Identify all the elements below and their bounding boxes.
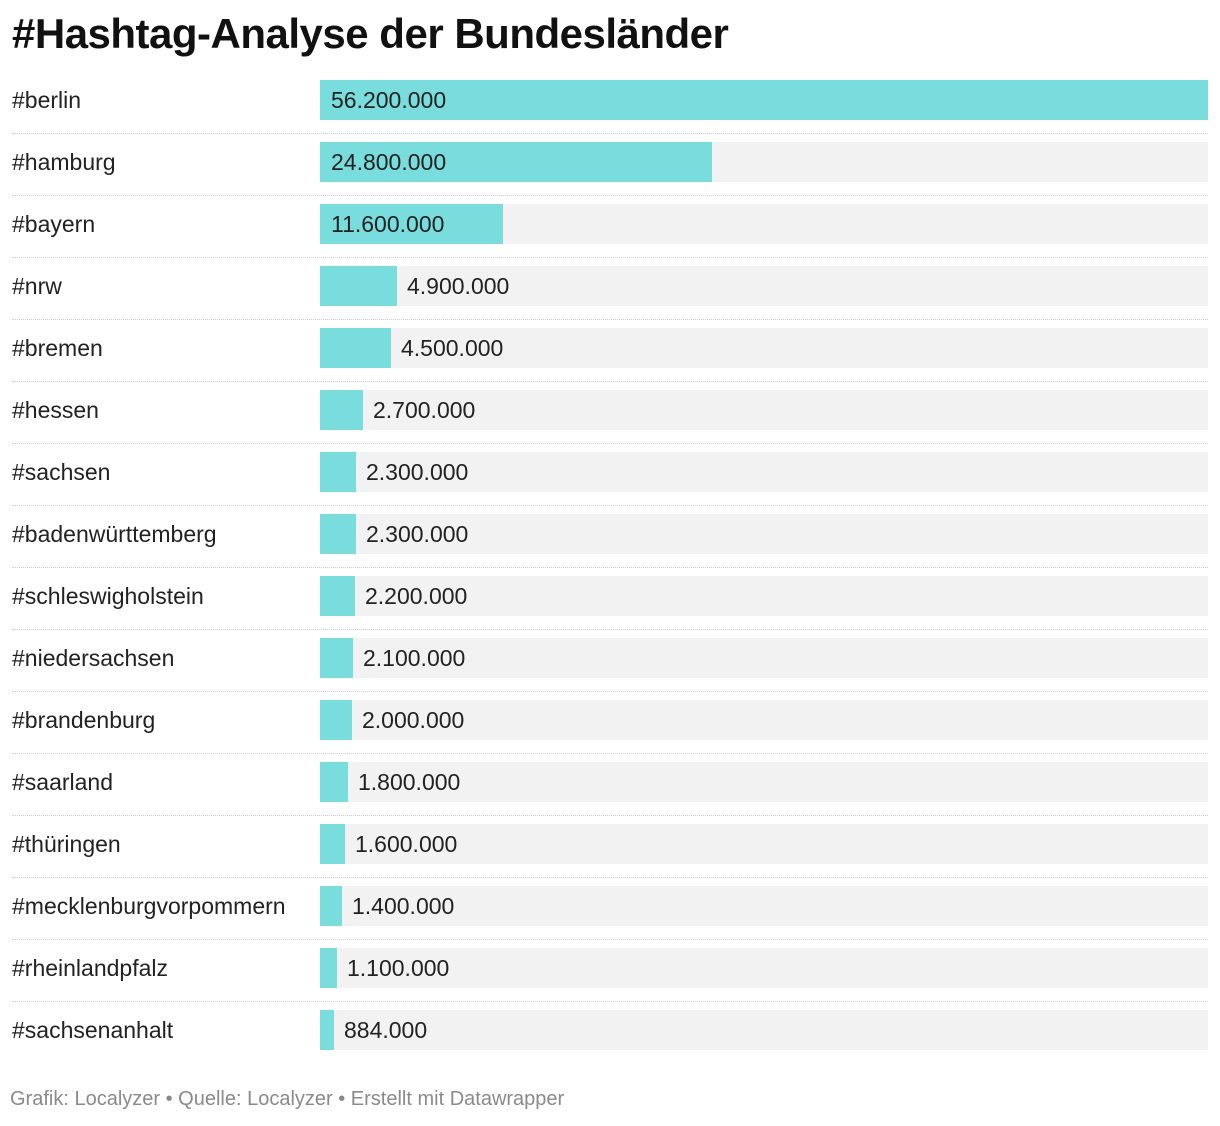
category-label: #bremen (12, 335, 103, 361)
bar-row: #badenwürttemberg 2.300.000 (12, 506, 1208, 568)
bar-row: #niedersachsen 2.100.000 (12, 630, 1208, 692)
bar (320, 1010, 334, 1050)
bar (320, 266, 397, 306)
value-label: 4.900.000 (407, 273, 510, 299)
category-label: #hamburg (12, 149, 116, 175)
category-label: #nrw (12, 273, 62, 299)
bar-track: 2.300.000 (320, 452, 1208, 492)
bar-chart: #berlin 56.200.000 #hamburg 24.800.000 #baye… (12, 72, 1208, 1064)
bar-track: 11.600.000 (320, 204, 1208, 244)
bar (320, 824, 345, 864)
category-label: #sachsenanhalt (12, 1017, 174, 1043)
category-label: #schleswigholstein (12, 583, 204, 609)
bar-row: #thüringen 1.600.000 (12, 816, 1208, 878)
bar-track: 2.200.000 (320, 576, 1208, 616)
bar-row: #berlin 56.200.000 (12, 72, 1208, 134)
bar (320, 142, 712, 182)
bar-track: 4.900.000 (320, 266, 1208, 306)
category-label: #brandenburg (12, 707, 156, 733)
bar-track: 1.800.000 (320, 762, 1208, 802)
chart-footer: Grafik: Localyzer • Quelle: Localyzer • … (10, 1088, 565, 1110)
value-label: 56.200.000 (331, 87, 447, 113)
chart-title: #Hashtag-Analyse der Bundesländer (12, 10, 729, 57)
bar (320, 576, 355, 616)
bar-track: 1.600.000 (320, 824, 1208, 864)
value-label: 2.300.000 (366, 459, 469, 485)
bar-row: #brandenburg 2.000.000 (12, 692, 1208, 754)
bar-row: #rheinlandpfalz 1.100.000 (12, 940, 1208, 1002)
bar-row: #mecklenburgvorpommern 1.400.000 (12, 878, 1208, 940)
bar (320, 762, 348, 802)
category-label: #bayern (12, 211, 96, 237)
bar-track: 1.100.000 (320, 948, 1208, 988)
bar-track: 56.200.000 (320, 80, 1208, 120)
bar-row: #bremen 4.500.000 (12, 320, 1208, 382)
bar-track: 2.300.000 (320, 514, 1208, 554)
bar (320, 328, 391, 368)
category-label: #berlin (12, 87, 82, 113)
bar (320, 390, 363, 430)
value-label: 2.000.000 (362, 707, 465, 733)
bar (320, 700, 352, 740)
bar-row: #schleswigholstein 2.200.000 (12, 568, 1208, 630)
bar-row: #bayern 11.600.000 (12, 196, 1208, 258)
bar-row: #hessen 2.700.000 (12, 382, 1208, 444)
value-label: 1.400.000 (352, 893, 455, 919)
value-label: 1.100.000 (347, 955, 450, 981)
bar-track: 2.100.000 (320, 638, 1208, 678)
bar-track: 2.000.000 (320, 700, 1208, 740)
category-label: #rheinlandpfalz (12, 955, 169, 981)
category-label: #hessen (12, 397, 99, 423)
bar-row: #sachsenanhalt 884.000 (12, 1002, 1208, 1064)
value-label: 24.800.000 (331, 149, 447, 175)
bar (320, 514, 356, 554)
value-label: 2.700.000 (373, 397, 476, 423)
bar (320, 204, 503, 244)
category-label: #thüringen (12, 831, 121, 857)
bar (320, 948, 337, 988)
category-label: #niedersachsen (12, 645, 175, 671)
value-label: 884.000 (344, 1017, 428, 1043)
bar-row: #sachsen 2.300.000 (12, 444, 1208, 506)
category-label: #sachsen (12, 459, 111, 485)
value-label: 1.600.000 (355, 831, 458, 857)
bar-track: 24.800.000 (320, 142, 1208, 182)
category-label: #saarland (12, 769, 114, 795)
bar-track: 2.700.000 (320, 390, 1208, 430)
bar (320, 886, 342, 926)
bar-row: #nrw 4.900.000 (12, 258, 1208, 320)
bar-row: #hamburg 24.800.000 (12, 134, 1208, 196)
bar-track: 1.400.000 (320, 886, 1208, 926)
value-label: 4.500.000 (401, 335, 504, 361)
value-label: 11.600.000 (331, 211, 445, 237)
value-label: 1.800.000 (358, 769, 461, 795)
bar-track: 4.500.000 (320, 328, 1208, 368)
bar-row: #saarland 1.800.000 (12, 754, 1208, 816)
category-label: #mecklenburgvorpommern (12, 893, 286, 919)
category-label: #badenwürttemberg (12, 521, 217, 547)
value-label: 2.300.000 (366, 521, 469, 547)
value-label: 2.200.000 (365, 583, 468, 609)
bar (320, 80, 1208, 120)
bar (320, 638, 353, 678)
bar-track: 884.000 (320, 1010, 1208, 1050)
bar (320, 452, 356, 492)
value-label: 2.100.000 (363, 645, 466, 671)
